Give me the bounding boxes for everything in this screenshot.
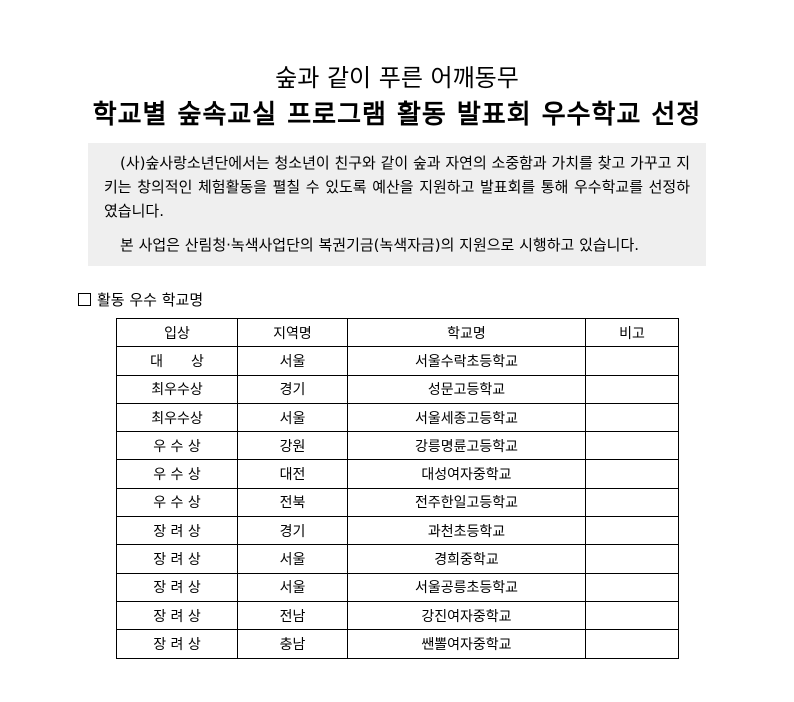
school-cell: 서울세종고등학교 [347,402,586,433]
header-note: 비고 [585,317,679,348]
region-cell: 전남 [237,600,348,631]
note-cell [585,346,679,376]
note-cell [585,629,679,659]
note-cell [585,487,679,518]
region-cell: 경기 [237,516,348,546]
award-cell: 우 수 상 [116,487,238,518]
award-cell: 대 상 [116,346,238,376]
award-cell: 장 려 상 [116,516,238,546]
award-cell: 최우수상 [116,402,238,433]
intro-paragraph-1: (사)숲사랑소년단에서는 청소년이 친구와 같이 숲과 자연의 소중함과 가치를… [104,154,690,220]
award-cell: 우 수 상 [116,459,238,489]
award-cell: 장 려 상 [116,600,238,631]
header-award: 입상 [116,317,238,348]
table-row: 대 상 서울 서울수락초등학교 [116,346,679,376]
table-row: 최우수상 서울 서울세종고등학교 [116,402,679,433]
school-cell: 대성여자중학교 [347,459,586,489]
region-cell: 강원 [237,431,348,461]
document-subtitle: 학교별 숲속교실 프로그램 활동 발표회 우수학교 선정 [92,100,702,130]
note-cell [585,374,679,404]
note-cell [585,402,679,433]
award-cell: 최우수상 [116,374,238,404]
school-cell: 경희중학교 [347,544,586,574]
table-row: 장 려 상 충남 쌘뽈여자중학교 [116,629,679,659]
table-header-row: 입상 지역명 학교명 비고 [116,317,679,348]
section-heading: 활동 우수 학교명 [78,289,203,310]
school-cell: 서울수락초등학교 [347,346,586,376]
region-cell: 대전 [237,459,348,489]
school-cell: 전주한일고등학교 [347,487,586,518]
table-row: 장 려 상 전남 강진여자중학교 [116,600,679,631]
table-row: 우 수 상 전북 전주한일고등학교 [116,487,679,518]
region-cell: 경기 [237,374,348,404]
region-cell: 서울 [237,544,348,574]
award-cell: 장 려 상 [116,572,238,602]
header-region: 지역명 [237,317,348,348]
note-cell [585,572,679,602]
table-row: 최우수상 경기 성문고등학교 [116,374,679,404]
award-cell: 우 수 상 [116,431,238,461]
note-cell [585,600,679,631]
award-cell: 장 려 상 [116,629,238,659]
region-cell: 서울 [237,572,348,602]
region-cell: 서울 [237,346,348,376]
school-cell: 쌘뽈여자중학교 [347,629,586,659]
document-title: 숲과 같이 푸른 어깨동무 [275,64,519,92]
table-row: 장 려 상 경기 과천초등학교 [116,516,679,546]
school-cell: 서울공릉초등학교 [347,572,586,602]
region-cell: 충남 [237,629,348,659]
region-cell: 전북 [237,487,348,518]
table-row: 우 수 상 대전 대성여자중학교 [116,459,679,489]
note-cell [585,544,679,574]
note-cell [585,516,679,546]
intro-paragraph-2: 본 사업은 산림청·녹색사업단의 복권기금(녹색자금)의 지원으로 시행하고 있… [120,236,640,254]
school-cell: 강진여자중학교 [347,600,586,631]
region-cell: 서울 [237,402,348,433]
school-cell: 강릉명륜고등학교 [347,431,586,461]
intro-box: (사)숲사랑소년단에서는 청소년이 친구와 같이 숲과 자연의 소중함과 가치를… [88,143,706,266]
square-bullet-icon [78,293,91,306]
note-cell [585,459,679,489]
header-school: 학교명 [347,317,586,348]
section-label: 활동 우수 학교명 [97,291,204,309]
school-cell: 과천초등학교 [347,516,586,546]
school-cell: 성문고등학교 [347,374,586,404]
table-row: 우 수 상 강원 강릉명륜고등학교 [116,431,679,461]
table-row: 장 려 상 서울 서울공릉초등학교 [116,572,679,602]
table-row: 장 려 상 서울 경희중학교 [116,544,679,574]
award-table: 입상 지역명 학교명 비고 대 상 서울 서울수락초등학교 최우수상 경기 성문고등학교 최… [116,317,679,659]
note-cell [585,431,679,461]
award-cell: 장 려 상 [116,544,238,574]
